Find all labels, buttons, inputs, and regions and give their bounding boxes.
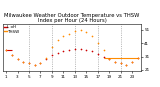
- Point: [56, 40, 59, 41]
- Point: [62, 36, 65, 37]
- Point: [16, 59, 19, 60]
- Point: [96, 53, 99, 55]
- Point: [137, 57, 139, 59]
- Point: [79, 29, 82, 30]
- Point: [39, 63, 42, 64]
- Point: [62, 51, 65, 52]
- Title: Milwaukee Weather Outdoor Temperature vs THSW Index per Hour (24 Hours): Milwaukee Weather Outdoor Temperature vs…: [4, 13, 140, 23]
- Point: [45, 57, 48, 59]
- Point: [28, 63, 30, 64]
- Point: [74, 48, 76, 49]
- Point: [5, 49, 7, 51]
- Point: [96, 42, 99, 44]
- Point: [108, 59, 111, 60]
- Point: [102, 56, 105, 57]
- Point: [22, 61, 24, 63]
- Point: [74, 30, 76, 32]
- Point: [5, 49, 7, 51]
- Point: [120, 63, 122, 64]
- Point: [51, 55, 53, 56]
- Point: [137, 57, 139, 59]
- Point: [33, 64, 36, 65]
- Point: [85, 49, 88, 51]
- Point: [131, 61, 133, 63]
- Point: [114, 61, 116, 63]
- Point: [125, 64, 128, 65]
- Point: [120, 63, 122, 64]
- Legend: L oH, THSW: L oH, THSW: [4, 25, 20, 34]
- Point: [56, 52, 59, 53]
- Point: [28, 63, 30, 64]
- Point: [33, 64, 36, 65]
- Point: [45, 59, 48, 60]
- Point: [125, 64, 128, 65]
- Point: [102, 49, 105, 51]
- Point: [91, 51, 93, 52]
- Point: [79, 48, 82, 49]
- Point: [11, 55, 13, 56]
- Point: [68, 33, 70, 34]
- Point: [108, 59, 111, 60]
- Point: [68, 49, 70, 51]
- Point: [91, 36, 93, 37]
- Point: [22, 61, 24, 63]
- Point: [39, 63, 42, 64]
- Point: [131, 61, 133, 63]
- Point: [16, 59, 19, 60]
- Point: [11, 55, 13, 56]
- Point: [114, 61, 116, 63]
- Point: [51, 46, 53, 48]
- Point: [85, 32, 88, 33]
